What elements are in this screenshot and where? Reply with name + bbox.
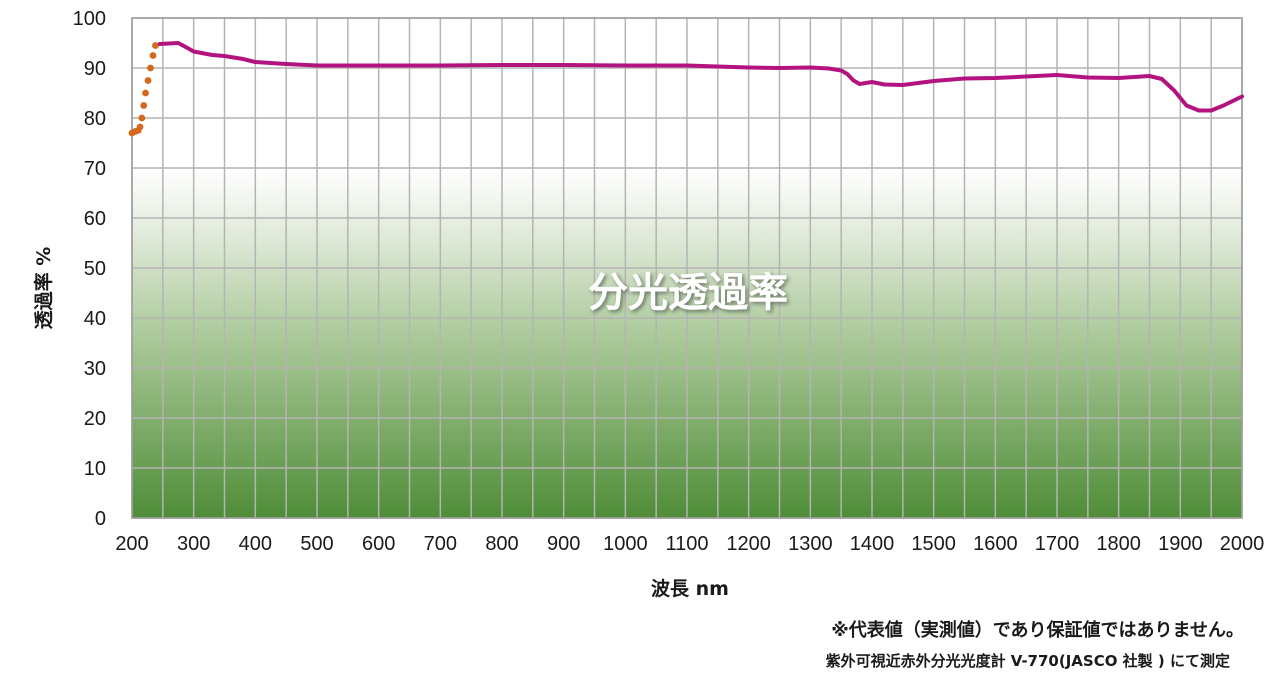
x-tick-labels: 200 300 400 500 600 700 800 900 1000 1100 1200 1300… [115,533,1264,555]
y-tick-label: 10 [84,458,106,480]
note-instrument: 紫外可視近赤外分光光度計 V-770(JASCO 社製 ) にて測定 [826,652,1230,670]
y-tick-label: 20 [84,408,106,430]
x-tick-label: 1500 [911,533,956,555]
chart-title: 分光透過率 [588,270,788,316]
x-tick-label: 500 [300,533,333,555]
x-tick-label: 1900 [1158,533,1203,555]
x-tick-label: 1300 [788,533,833,555]
grid-lines [131,17,1243,519]
y-axis-title: 透過率 % [32,247,55,330]
x-tick-label: 1400 [850,533,895,555]
x-tick-label: 300 [177,533,210,555]
x-tick-label: 700 [424,533,457,555]
series-1 [128,42,159,137]
x-tick-label: 1700 [1035,533,1080,555]
x-tick-label: 2000 [1220,533,1265,555]
data-point [142,89,149,97]
data-point [149,52,157,59]
x-tick-label: 1000 [603,533,648,555]
plot-border [131,17,1243,519]
x-tick-label: 600 [362,533,395,555]
x-tick-label: 1800 [1096,533,1141,555]
x-tick-label: 800 [485,533,518,555]
series-line [157,41,1244,113]
series-layer [128,41,1244,137]
y-tick-label: 100 [73,8,106,30]
note-disclaimer: ※代表値（実測値）であり保証値ではありません。 [831,619,1244,641]
y-tick-label: 60 [84,208,106,230]
x-tick-label: 200 [115,533,148,555]
x-tick-label: 900 [547,533,580,555]
x-tick-label: 1600 [973,533,1018,555]
data-point [140,102,148,109]
y-tick-labels: 0 10 20 30 40 50 60 70 80 90 100 [73,8,106,530]
y-tick-label: 80 [84,108,106,130]
x-tick-label: 1100 [665,533,708,555]
data-point [138,114,146,122]
data-point [136,123,144,131]
y-tick-label: 70 [84,158,106,180]
y-tick-label: 30 [84,358,106,380]
y-tick-label: 50 [84,258,106,280]
x-tick-label: 1200 [726,533,771,555]
series-2 [157,41,1244,113]
x-axis-title: 波長 nm [651,577,729,600]
y-tick-label: 0 [95,508,106,530]
x-tick-label: 400 [239,533,272,555]
data-point [147,64,154,72]
data-point [144,77,152,84]
y-tick-label: 90 [84,58,106,80]
data-point [152,42,159,49]
y-tick-label: 40 [84,308,106,330]
